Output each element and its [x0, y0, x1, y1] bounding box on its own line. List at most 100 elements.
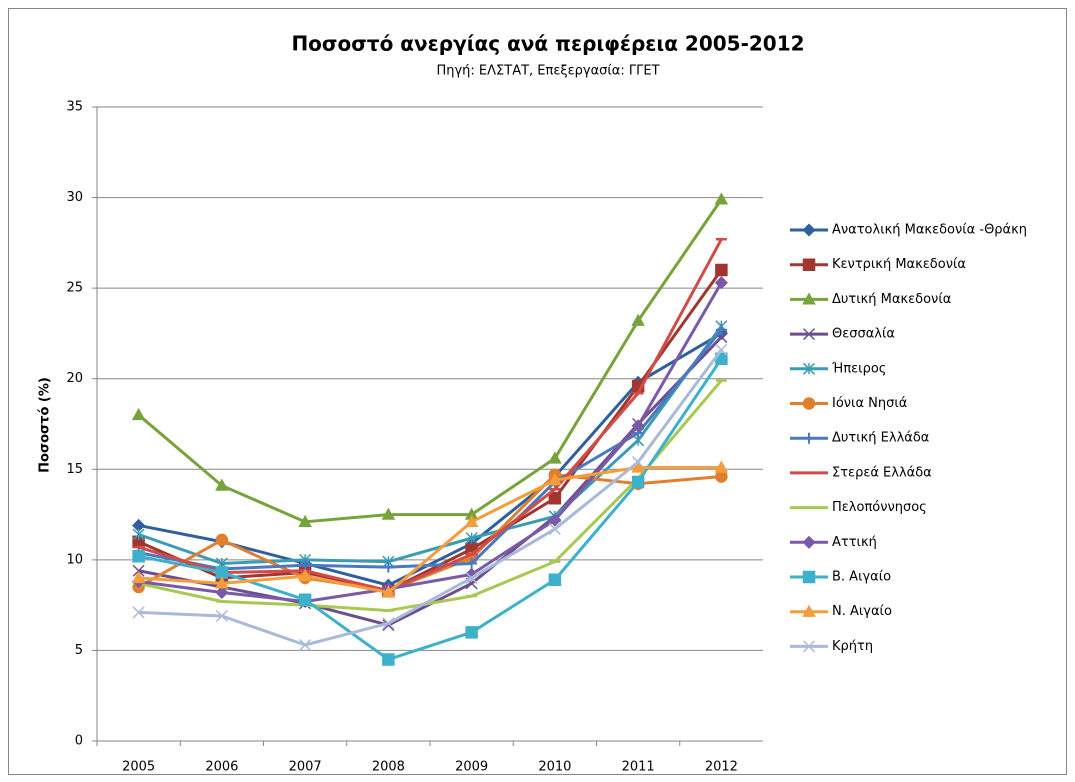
series-line	[138, 281, 723, 604]
legend-label: Κεντρική Μακεδονία	[832, 257, 966, 272]
legend-marker	[802, 223, 816, 237]
legend-label: Ιόνια Νησιά	[832, 396, 907, 411]
marker	[381, 507, 396, 520]
series-line	[138, 238, 723, 593]
marker	[382, 617, 395, 630]
series-line	[137, 473, 722, 593]
x-tick-label: 2010	[538, 760, 571, 775]
series-line	[138, 357, 723, 661]
legend-marker	[802, 328, 816, 341]
legend-label: Β. Αιγαίο	[832, 570, 891, 585]
legend-label: Ήπειρος	[831, 361, 886, 376]
marker	[132, 549, 145, 563]
marker	[715, 343, 728, 356]
legend-marker	[802, 362, 816, 375]
marker	[298, 593, 312, 606]
series-line	[138, 379, 723, 613]
legend-marker	[802, 570, 816, 584]
y-tick-label: 25	[66, 281, 83, 296]
marker	[466, 557, 478, 569]
legend-marker	[802, 292, 816, 305]
y-tick-label: 20	[66, 371, 83, 386]
marker	[131, 407, 146, 421]
marker	[465, 567, 479, 581]
series-line	[137, 198, 723, 524]
marker	[548, 451, 562, 464]
legend-marker	[802, 640, 816, 653]
x-tick-label: 2012	[705, 760, 738, 775]
marker	[714, 460, 729, 473]
marker	[465, 571, 478, 585]
chart-title: Ποσοστό ανεργίας ανά περιφέρεια 2005-201…	[291, 32, 804, 56]
legend-marker	[802, 258, 816, 271]
marker	[381, 585, 396, 598]
marker	[632, 456, 645, 469]
marker	[548, 513, 562, 527]
marker	[631, 419, 645, 433]
legend-marker	[802, 397, 816, 410]
marker	[548, 492, 562, 505]
marker	[631, 460, 645, 473]
legend-marker	[802, 535, 816, 549]
y-tick-label: 0	[75, 734, 83, 749]
marker	[631, 313, 645, 326]
legend-label: Στερεά Ελλάδα	[832, 465, 932, 480]
marker	[714, 192, 729, 205]
series-line	[138, 465, 722, 594]
marker	[631, 475, 645, 489]
y-tick-label: 30	[66, 190, 83, 205]
x-tick-label: 2009	[455, 760, 488, 775]
legend-label: Αττική	[832, 535, 877, 550]
y-tick-label: 10	[66, 552, 83, 567]
x-tick-label: 2006	[205, 760, 238, 775]
legend-label: Πελοπόννησος	[832, 500, 927, 515]
x-tick-label: 2008	[372, 760, 405, 775]
marker	[215, 566, 229, 579]
y-tick-label: 35	[66, 100, 83, 115]
legend-label: Δυτική Μακεδονία	[832, 292, 951, 307]
marker	[548, 573, 562, 587]
marker	[215, 576, 229, 589]
marker	[215, 609, 228, 623]
marker	[548, 523, 561, 536]
marker	[215, 533, 229, 547]
marker	[132, 528, 145, 541]
marker	[131, 570, 146, 584]
marker	[715, 324, 727, 336]
marker	[298, 569, 312, 582]
series-line	[138, 325, 723, 565]
chart-subtitle: Πηγή: ΕΛΣΤΑΤ, Επεξεργασία: ΓΓΕΤ	[436, 64, 659, 79]
y-axis-label: Ποσοστό (%)	[38, 377, 53, 473]
marker	[299, 559, 311, 571]
x-tick-label: 2011	[622, 760, 655, 775]
marker	[715, 352, 728, 366]
marker	[132, 564, 145, 577]
legend-marker	[803, 432, 815, 444]
legend-label: Ανατολική Μακεδονία -Θράκη	[832, 223, 1027, 238]
y-tick-label: 15	[66, 462, 83, 477]
marker	[132, 606, 145, 619]
chart-frame	[8, 8, 1067, 775]
marker	[464, 514, 479, 527]
marker	[215, 585, 229, 600]
legend-label: Δυτική Ελλάδα	[832, 431, 929, 446]
marker	[382, 561, 394, 573]
legend-label: Θεσσαλία	[832, 327, 895, 342]
marker	[715, 263, 728, 277]
marker	[299, 638, 312, 652]
y-tick-label: 5	[75, 643, 83, 658]
marker	[548, 473, 562, 486]
marker	[714, 276, 728, 290]
x-tick-label: 2007	[289, 760, 322, 775]
legend-label: Ν. Αιγαίο	[832, 604, 892, 619]
marker	[465, 532, 478, 545]
legend-label: Κρήτη	[832, 639, 873, 654]
marker	[465, 626, 478, 639]
marker	[715, 470, 728, 483]
marker	[382, 653, 395, 666]
marker	[215, 478, 229, 491]
legend-marker	[802, 604, 816, 617]
x-tick-label: 2005	[122, 760, 155, 775]
series-line	[138, 348, 723, 647]
